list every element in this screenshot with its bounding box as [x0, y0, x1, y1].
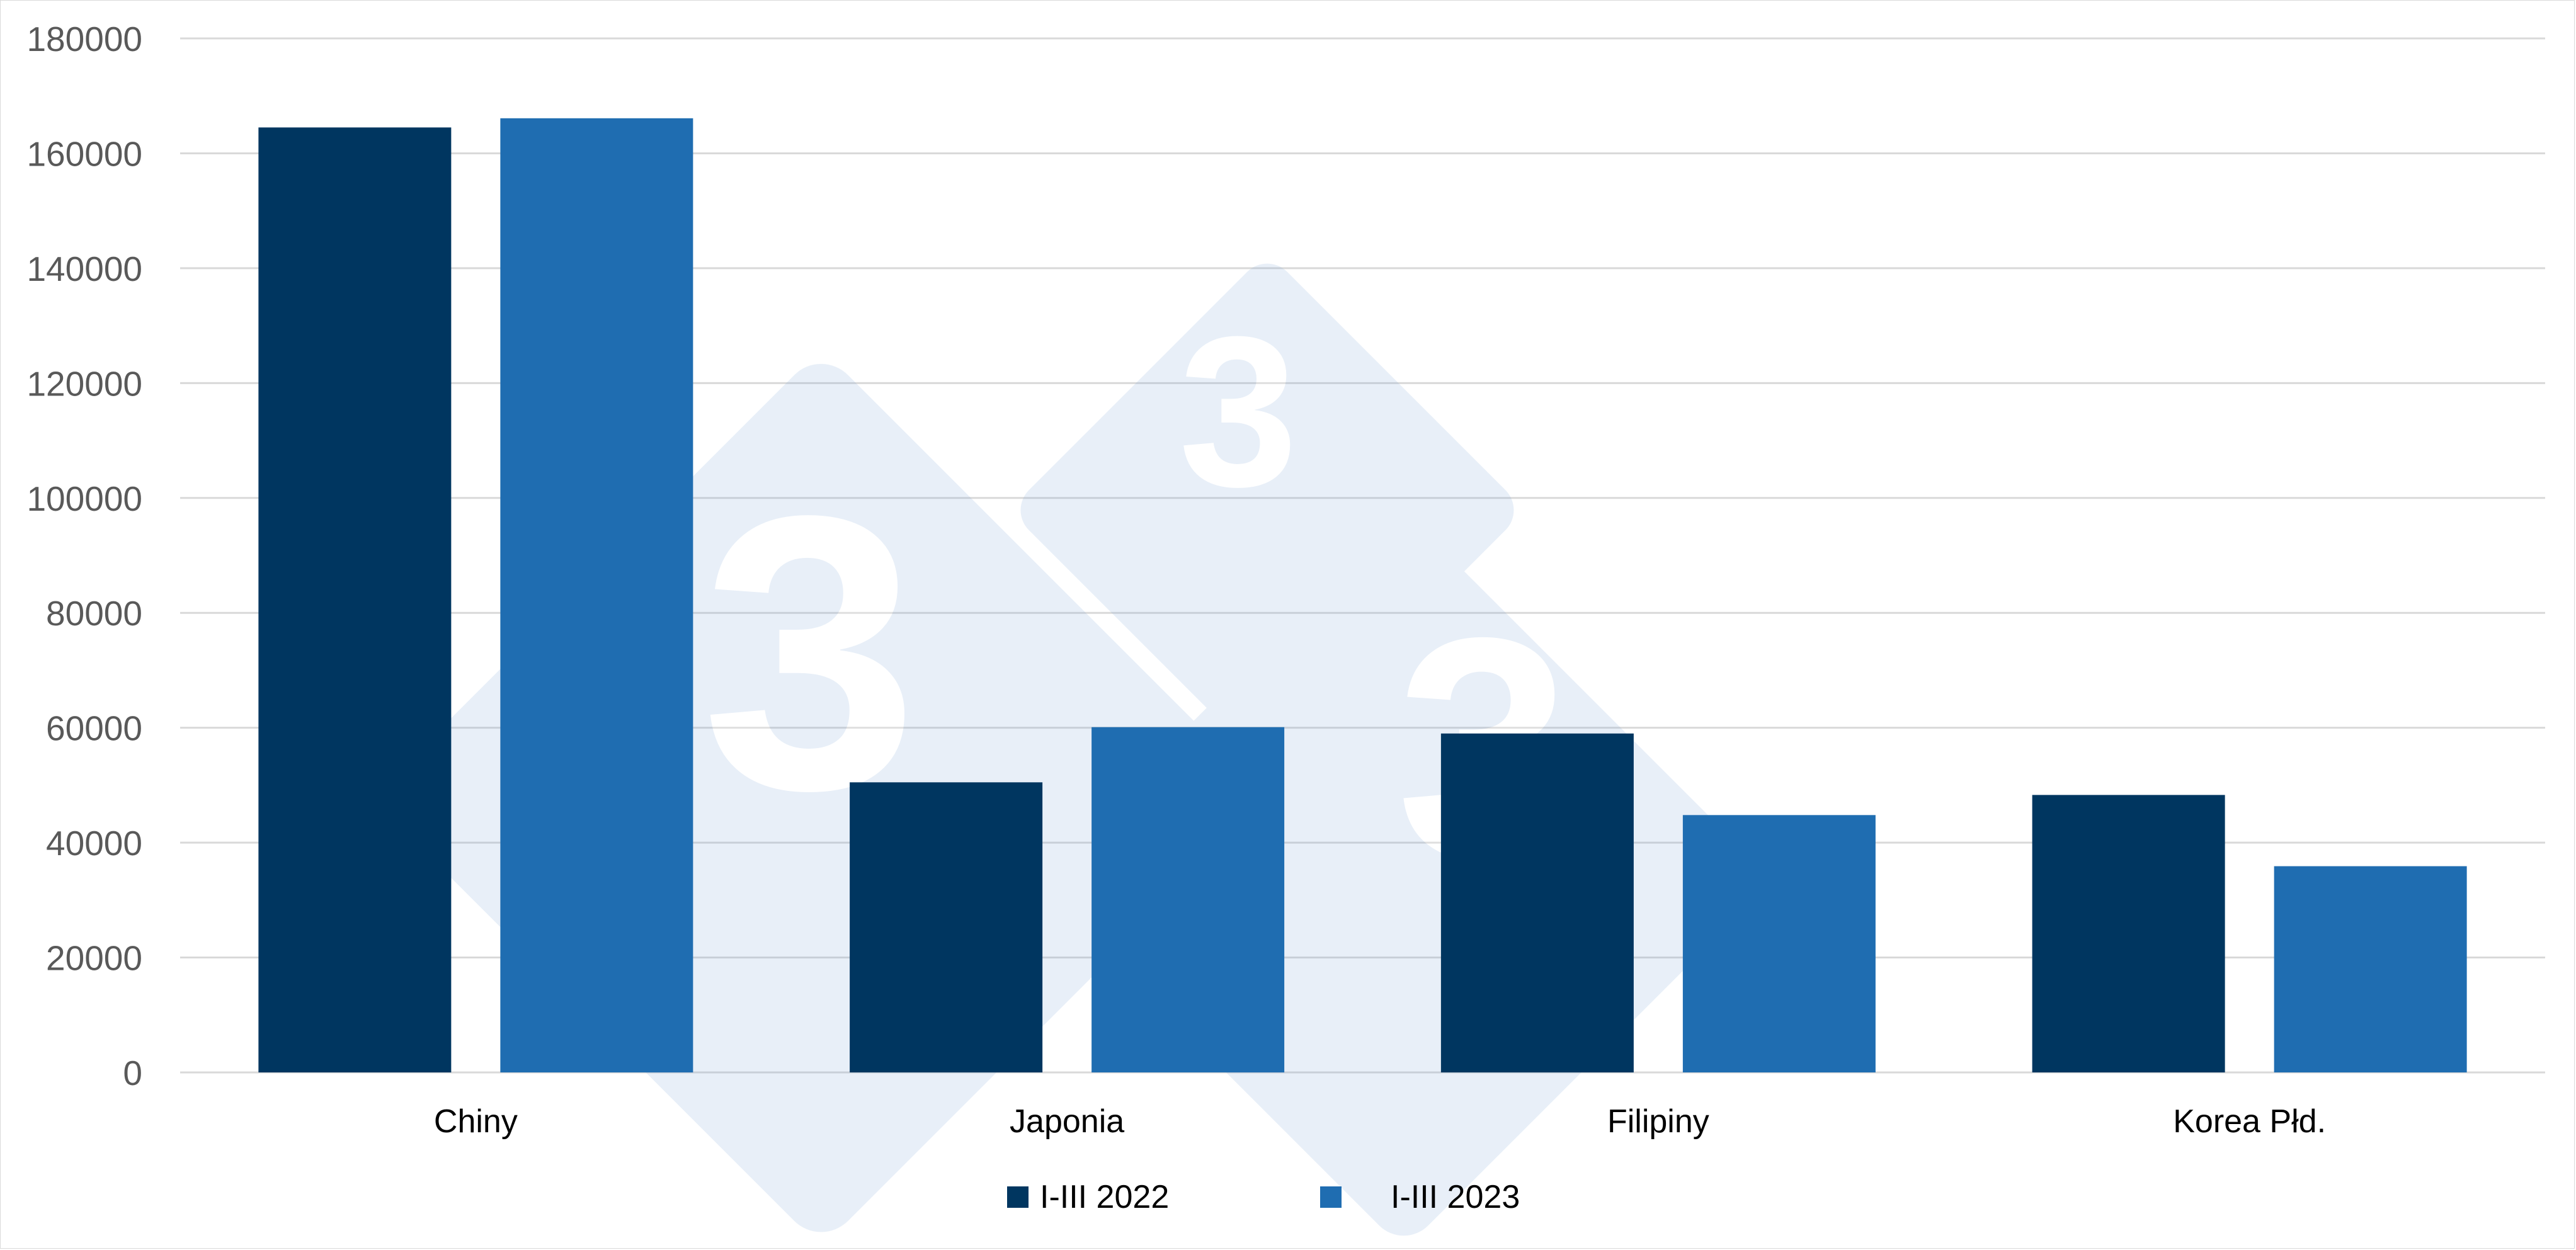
y-tick-label: 20000 [46, 939, 142, 978]
bar [500, 118, 693, 1073]
legend-label: I-III 2023 [1391, 1179, 1520, 1215]
x-tick-label: Filipiny [1607, 1103, 1709, 1140]
y-tick-label: 180000 [26, 20, 142, 59]
legend-swatch [1320, 1186, 1342, 1208]
y-tick-label: 40000 [46, 824, 142, 863]
y-tick-label: 120000 [26, 364, 142, 403]
x-tick-label: Japonia [1010, 1103, 1124, 1140]
y-tick-label: 160000 [26, 134, 142, 173]
bars [258, 118, 2467, 1073]
bar [258, 127, 452, 1073]
y-tick-label: 140000 [26, 249, 142, 288]
bar [1440, 733, 1634, 1072]
y-axis-tick-labels: 0 20000 40000 60000 80000 100000 120000 140000 1… [26, 20, 142, 1093]
legend-label: I-III 2022 [1040, 1179, 1169, 1215]
legend: I-III 2022 I-III 2023 [1007, 1179, 1520, 1215]
bar [1682, 815, 1876, 1072]
y-tick-label: 100000 [26, 479, 142, 518]
bar [1091, 727, 1285, 1072]
x-tick-label: Chiny [434, 1103, 518, 1140]
x-tick-label: Korea Płd. [2173, 1103, 2326, 1140]
bar [2274, 866, 2467, 1072]
x-axis-tick-labels: Chiny Japonia Filipiny Korea Płd. [434, 1103, 2326, 1140]
bar [2032, 795, 2225, 1072]
svg-text:3: 3 [1178, 292, 1297, 531]
y-tick-label: 0 [123, 1054, 142, 1093]
legend-swatch [1007, 1186, 1029, 1208]
bar [850, 782, 1043, 1072]
y-tick-label: 60000 [46, 709, 142, 748]
y-tick-label: 80000 [46, 594, 142, 633]
